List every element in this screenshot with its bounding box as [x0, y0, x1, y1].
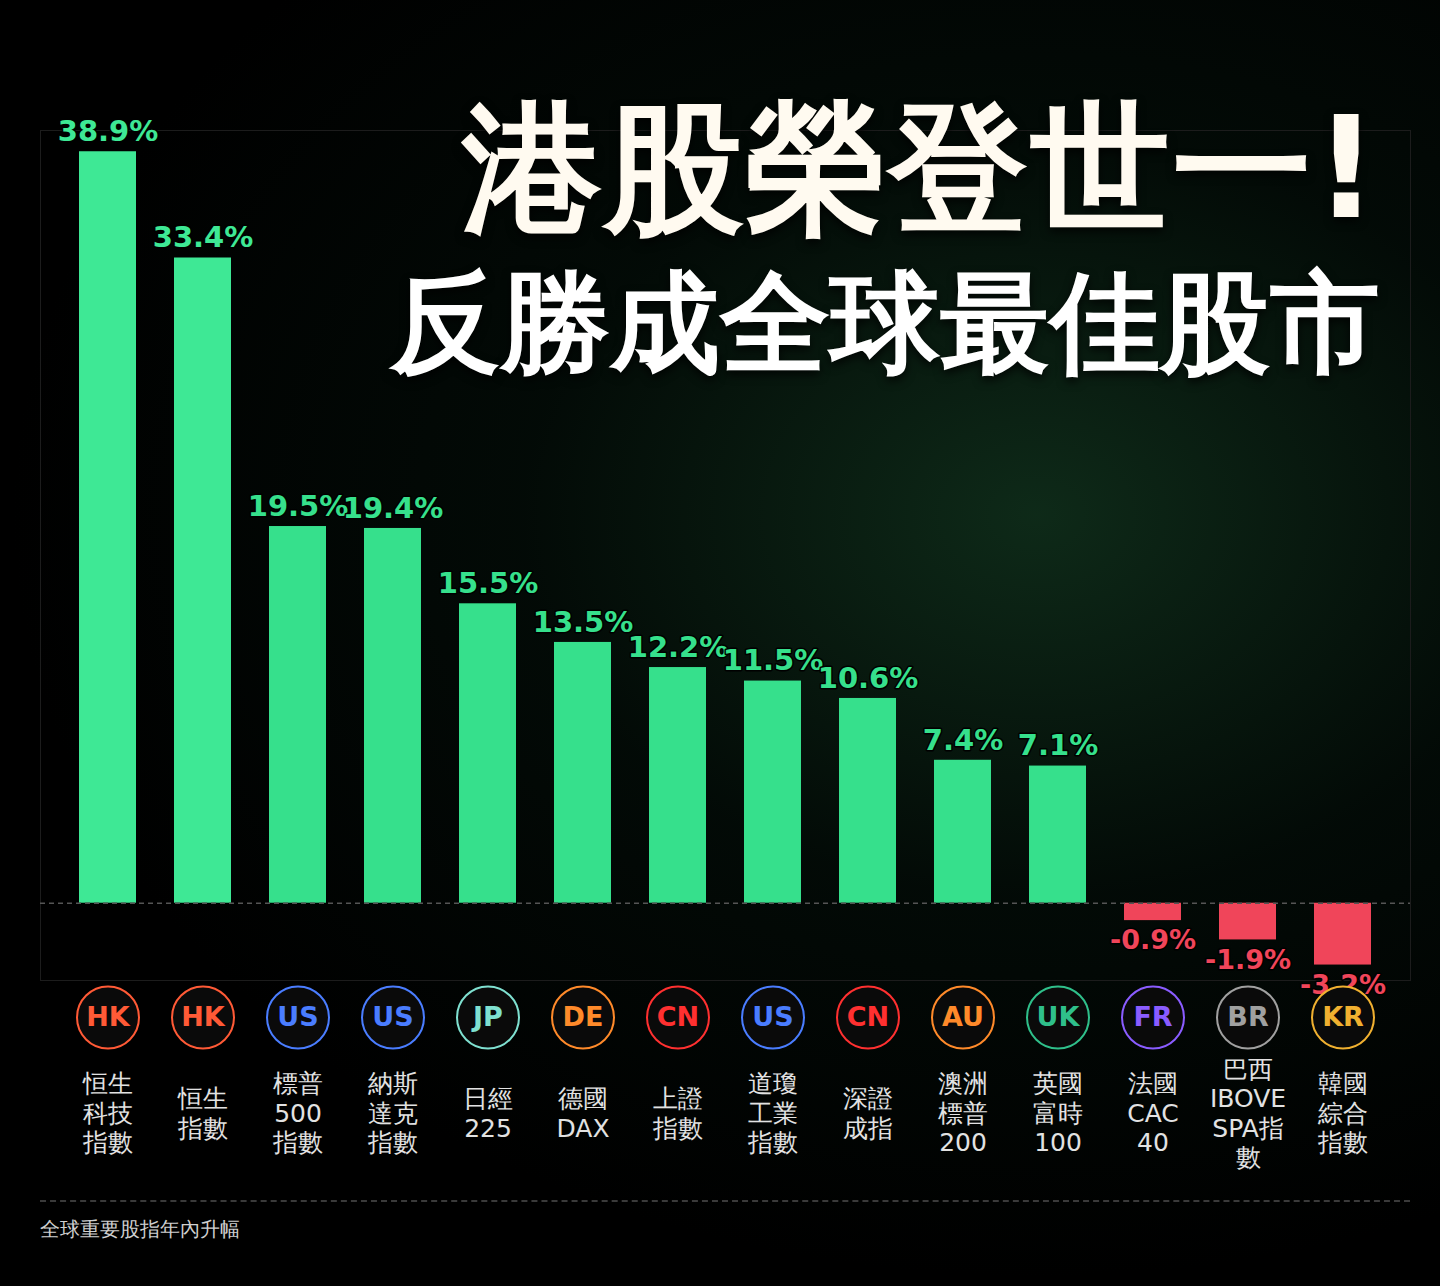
svg-text:CN: CN — [847, 1001, 889, 1032]
svg-text:道瓊工業指數: 道瓊工業指數 — [747, 1069, 798, 1157]
svg-text:BR: BR — [1227, 1001, 1269, 1032]
svg-text:巴西IBOVESPA指數: 巴西IBOVESPA指數 — [1210, 1055, 1286, 1173]
svg-text:KR: KR — [1322, 1001, 1364, 1032]
svg-text:12.2%: 12.2% — [628, 630, 729, 664]
svg-text:US: US — [277, 1001, 318, 1032]
svg-text:JP: JP — [471, 1001, 503, 1032]
svg-text:標普500指數: 標普500指數 — [272, 1069, 323, 1157]
svg-text:UK: UK — [1037, 1001, 1081, 1032]
svg-text:-0.9%: -0.9% — [1110, 924, 1196, 955]
html-text:全球重要股指年內升幅: 全球重要股指年內升幅 — [40, 1217, 240, 1241]
svg-text:13.5%: 13.5% — [533, 605, 634, 639]
svg-text:恒生科技指數: 恒生科技指數 — [82, 1069, 133, 1157]
svg-text:CN: CN — [657, 1001, 699, 1032]
svg-text:7.4%: 7.4% — [923, 723, 1003, 757]
svg-text:10.6%: 10.6% — [818, 661, 919, 695]
svg-text:恒生指數: 恒生指數 — [177, 1084, 228, 1143]
svg-text:7.1%: 7.1% — [1018, 728, 1098, 762]
svg-text:澳洲標普200: 澳洲標普200 — [938, 1069, 988, 1157]
svg-text:-1.9%: -1.9% — [1205, 944, 1291, 975]
svg-text:33.4%: 33.4% — [153, 220, 254, 254]
svg-text:法國CAC40: 法國CAC40 — [1127, 1069, 1179, 1157]
svg-text:HK: HK — [86, 1001, 131, 1032]
svg-text:日經225: 日經225 — [463, 1084, 513, 1143]
svg-text:深證成指: 深證成指 — [843, 1084, 893, 1143]
svg-text:-3.2%: -3.2% — [1300, 968, 1386, 1000]
svg-text:38.9%: 38.9% — [58, 114, 159, 148]
svg-text:US: US — [752, 1001, 793, 1032]
svg-text:US: US — [372, 1001, 413, 1032]
svg-text:19.4%: 19.4% — [343, 491, 444, 525]
svg-text:德國DAX: 德國DAX — [556, 1084, 609, 1143]
svg-text:19.5%: 19.5% — [248, 489, 349, 523]
html-text:反勝成全球最佳股市: 反勝成全球最佳股市 — [390, 259, 1380, 387]
svg-text:HK: HK — [181, 1001, 226, 1032]
svg-text:15.5%: 15.5% — [438, 566, 539, 600]
svg-text:AU: AU — [942, 1001, 984, 1032]
svg-text:上證指數: 上證指數 — [652, 1084, 703, 1143]
svg-text:11.5%: 11.5% — [723, 643, 824, 677]
svg-text:英國富時100: 英國富時100 — [1033, 1069, 1083, 1157]
svg-text:納斯達克指數: 納斯達克指數 — [367, 1069, 418, 1157]
svg-text:DE: DE — [563, 1001, 604, 1032]
svg-text:韓國綜合指數: 韓國綜合指數 — [1317, 1069, 1368, 1157]
html-text:港股榮登世一!: 港股榮登世一! — [462, 87, 1380, 250]
svg-text:FR: FR — [1133, 1001, 1172, 1032]
